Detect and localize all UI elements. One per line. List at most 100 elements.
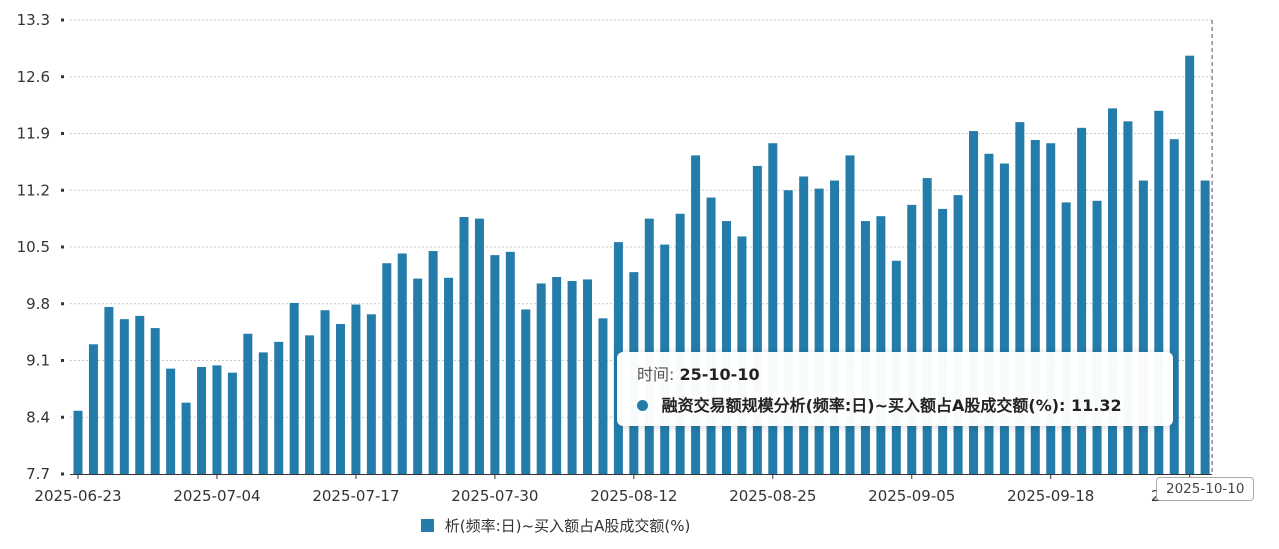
tooltip: 时间: 25-10-10 融资交易额规模分析(频率:日)~买入额占A股成交额(%…	[617, 352, 1173, 426]
bar[interactable]	[907, 204, 917, 474]
bar[interactable]	[505, 251, 515, 474]
bar[interactable]	[335, 324, 345, 474]
x-tick-label: 2025-09-18	[1007, 487, 1094, 505]
y-tick-mark	[61, 75, 64, 79]
legend[interactable]: 析(频率:日)~买入额占A股成交额(%)	[421, 516, 690, 536]
bar[interactable]	[1138, 180, 1148, 474]
bar[interactable]	[197, 366, 207, 474]
bar[interactable]	[397, 253, 407, 474]
bar[interactable]	[459, 217, 469, 474]
bar[interactable]	[444, 277, 454, 474]
bar[interactable]	[1200, 180, 1210, 474]
bar[interactable]	[644, 218, 654, 474]
bars	[73, 55, 1210, 475]
bar[interactable]	[1169, 139, 1179, 474]
bar[interactable]	[474, 218, 484, 474]
bar[interactable]	[1092, 200, 1102, 475]
bar[interactable]	[181, 402, 191, 474]
bar[interactable]	[305, 335, 315, 474]
bar[interactable]	[783, 190, 793, 474]
x-tick-label: 2025-07-17	[312, 487, 399, 505]
bar[interactable]	[227, 372, 237, 474]
x-tick-label: 2025-06-23	[34, 487, 121, 505]
bar[interactable]	[1077, 127, 1087, 474]
x-tick-label: 2025-07-30	[451, 487, 538, 505]
bar[interactable]	[366, 314, 376, 474]
bar[interactable]	[289, 302, 299, 474]
y-tick-mark	[61, 415, 64, 419]
bar[interactable]	[274, 341, 284, 474]
bar[interactable]	[706, 197, 716, 475]
x-axis: 2025-06-23 2025-07-04 2025-07-17 2025-07-30…	[34, 474, 1229, 505]
y-tick-label: 9.1	[26, 352, 50, 370]
bar[interactable]	[428, 251, 438, 474]
bar[interactable]	[490, 255, 500, 474]
tooltip-time-label: 时间:	[637, 365, 675, 384]
bar[interactable]	[969, 131, 979, 474]
bar[interactable]	[166, 368, 176, 474]
y-tick-label: 10.5	[17, 238, 50, 256]
bar[interactable]	[922, 178, 932, 474]
bar[interactable]	[1123, 121, 1133, 474]
bar[interactable]	[1154, 110, 1164, 475]
tooltip-time-value: 25-10-10	[679, 365, 760, 384]
bar[interactable]	[150, 328, 160, 474]
bar[interactable]	[984, 153, 994, 474]
y-tick-mark	[61, 245, 64, 249]
bar[interactable]	[799, 176, 809, 474]
bar[interactable]	[845, 155, 855, 474]
bar[interactable]	[1015, 122, 1025, 475]
bar[interactable]	[351, 304, 361, 474]
bar[interactable]	[1061, 202, 1071, 474]
bar[interactable]	[413, 278, 423, 474]
bar[interactable]	[258, 352, 268, 474]
y-tick-mark	[61, 302, 64, 306]
bar[interactable]	[814, 188, 824, 474]
y-tick-label: 12.6	[17, 68, 50, 86]
bar[interactable]	[752, 165, 762, 474]
bar[interactable]	[938, 208, 948, 474]
bar[interactable]	[1046, 143, 1056, 475]
bar[interactable]	[830, 180, 840, 474]
bar[interactable]	[382, 263, 392, 474]
bar[interactable]	[598, 318, 608, 474]
bar[interactable]	[212, 365, 222, 474]
bar[interactable]	[860, 221, 870, 474]
bar[interactable]	[675, 213, 685, 474]
y-tick-mark	[61, 18, 64, 22]
bar[interactable]	[552, 277, 562, 474]
bar[interactable]	[583, 279, 593, 474]
bar[interactable]	[721, 221, 731, 474]
bar[interactable]	[1107, 108, 1117, 475]
bar[interactable]	[104, 306, 114, 474]
bar[interactable]	[1185, 55, 1195, 475]
bar[interactable]	[536, 283, 546, 474]
legend-label: 析(频率:日)~买入额占A股成交额(%)	[444, 517, 691, 535]
bar[interactable]	[567, 281, 577, 474]
bar[interactable]	[73, 410, 83, 474]
bar[interactable]	[876, 216, 886, 474]
y-tick-mark	[61, 359, 64, 362]
bar[interactable]	[521, 309, 531, 474]
y-tick-label: 11.9	[17, 125, 50, 143]
bar[interactable]	[768, 143, 778, 475]
bar[interactable]	[320, 310, 330, 474]
bar[interactable]	[243, 333, 253, 474]
tooltip-time-row: 时间: 25-10-10	[637, 363, 1153, 387]
y-tick-mark	[61, 132, 64, 135]
bar[interactable]	[135, 315, 145, 474]
x-tick-label: 2025-09-05	[868, 487, 955, 505]
bar[interactable]	[1030, 139, 1040, 475]
bar[interactable]	[953, 195, 963, 475]
bar[interactable]	[999, 163, 1009, 475]
y-axis: 7.7 8.4 9.1 9.8 10.5 11.2 11.9 12.6 13.3	[17, 11, 64, 483]
x-tick-label: 2025-08-12	[590, 487, 677, 505]
y-tick-label: 11.2	[17, 181, 50, 199]
y-tick-label: 7.7	[26, 465, 50, 483]
bar[interactable]	[691, 155, 701, 474]
y-tick-mark	[61, 472, 64, 476]
bar[interactable]	[88, 344, 98, 474]
bar[interactable]	[119, 319, 129, 474]
